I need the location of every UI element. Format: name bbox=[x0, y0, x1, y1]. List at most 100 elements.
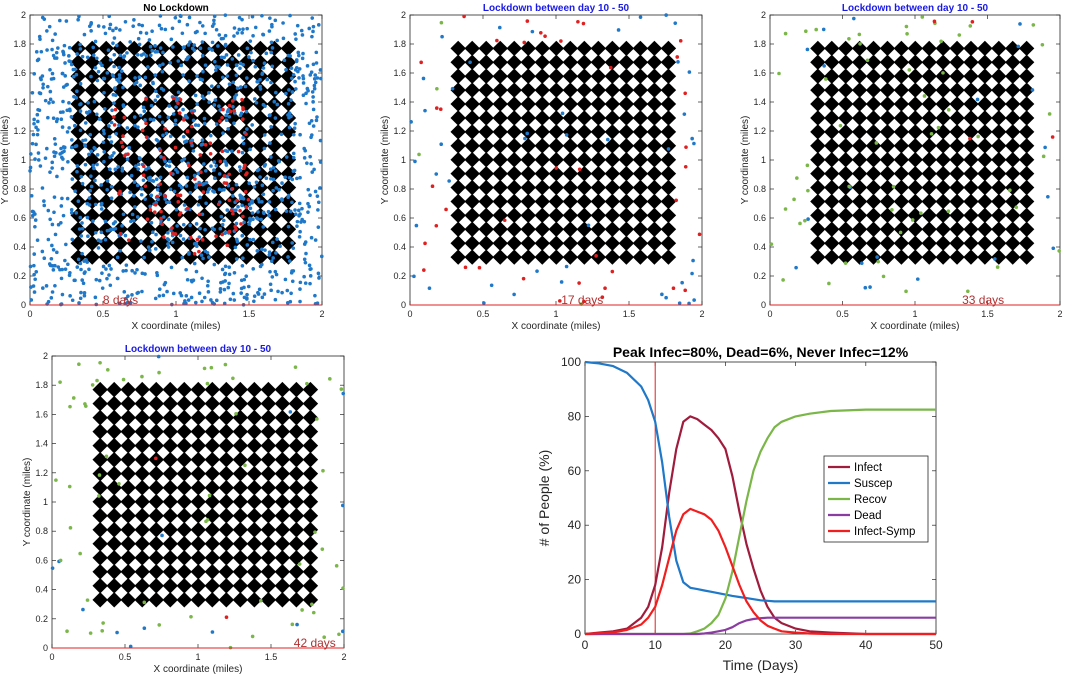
scatter3-ytick-label: 1.6 bbox=[753, 68, 766, 78]
building-marker bbox=[618, 165, 635, 182]
susceptible-point bbox=[312, 77, 317, 81]
building-marker bbox=[810, 54, 826, 70]
susceptible-point bbox=[269, 50, 274, 55]
susceptible-point bbox=[81, 138, 85, 143]
susceptible-point bbox=[234, 208, 238, 213]
building-marker bbox=[120, 381, 136, 398]
building-marker bbox=[506, 138, 522, 154]
infected-point bbox=[227, 103, 232, 108]
susceptible-point bbox=[274, 90, 278, 95]
susceptible-point bbox=[129, 219, 133, 224]
susceptible-point bbox=[82, 32, 87, 37]
building-marker bbox=[154, 165, 170, 182]
recovered-point bbox=[189, 614, 193, 619]
susceptible-point bbox=[141, 105, 146, 110]
susceptible-point bbox=[95, 56, 99, 61]
building-marker bbox=[70, 207, 86, 224]
infected-point bbox=[119, 140, 124, 145]
susceptible-point bbox=[35, 132, 40, 137]
building-marker bbox=[252, 68, 269, 84]
building-marker bbox=[190, 522, 207, 538]
susceptible-point bbox=[89, 29, 93, 33]
susceptible-point bbox=[70, 138, 74, 142]
susceptible-point bbox=[223, 33, 228, 38]
building-marker bbox=[838, 249, 854, 265]
susceptible-point bbox=[273, 269, 278, 274]
susceptible-point bbox=[136, 125, 140, 130]
susceptible-point bbox=[260, 72, 264, 76]
building-marker bbox=[280, 54, 297, 70]
susceptible-point bbox=[213, 59, 217, 64]
susceptible-point bbox=[234, 182, 239, 187]
building-marker bbox=[246, 409, 263, 426]
building-marker bbox=[168, 124, 185, 140]
infected-point bbox=[675, 55, 680, 59]
building-marker bbox=[260, 451, 277, 468]
susceptible-point bbox=[74, 211, 79, 215]
susceptible-point bbox=[1046, 194, 1050, 199]
susceptible-point bbox=[112, 151, 116, 155]
infected-point bbox=[140, 128, 145, 133]
building-marker bbox=[492, 249, 508, 265]
building-marker bbox=[618, 110, 635, 126]
infected-point bbox=[170, 231, 175, 235]
susceptible-point bbox=[308, 193, 312, 197]
building-marker bbox=[646, 124, 663, 140]
susceptible-point bbox=[166, 217, 171, 222]
susceptible-point bbox=[136, 162, 141, 167]
susceptible-point bbox=[214, 298, 219, 303]
building-marker bbox=[618, 221, 635, 237]
building-marker bbox=[977, 249, 993, 265]
susceptible-point bbox=[112, 53, 117, 57]
susceptible-point bbox=[256, 80, 260, 84]
susceptible-point bbox=[319, 76, 323, 81]
susceptible-point bbox=[51, 53, 56, 58]
susceptible-point bbox=[265, 77, 270, 82]
building-marker bbox=[1018, 165, 1035, 182]
susceptible-point bbox=[113, 220, 118, 224]
building-marker bbox=[196, 40, 213, 57]
building-marker bbox=[218, 437, 235, 454]
building-marker bbox=[450, 207, 466, 224]
building-marker bbox=[134, 564, 150, 580]
building-marker bbox=[921, 235, 937, 251]
scatter4-xtick-label: 1 bbox=[195, 652, 200, 662]
scatter3-title: Lockdown between day 10 - 50 bbox=[842, 3, 989, 14]
infected-point bbox=[222, 174, 227, 178]
susceptible-point bbox=[143, 75, 148, 80]
building-marker bbox=[464, 207, 480, 224]
building-marker bbox=[576, 179, 593, 196]
susceptible-point bbox=[45, 84, 50, 89]
susceptible-point bbox=[282, 58, 287, 63]
building-marker bbox=[851, 235, 868, 251]
susceptible-point bbox=[169, 37, 174, 42]
building-marker bbox=[162, 508, 178, 524]
recovered-point bbox=[259, 598, 263, 603]
susceptible-point bbox=[160, 69, 165, 74]
building-marker bbox=[935, 165, 951, 182]
susceptible-point bbox=[132, 115, 137, 119]
building-marker bbox=[534, 179, 550, 196]
susceptible-point bbox=[86, 100, 90, 105]
susceptible-point bbox=[118, 53, 123, 58]
susceptible-point bbox=[123, 19, 128, 24]
building-marker bbox=[548, 193, 565, 210]
susceptible-point bbox=[182, 203, 187, 207]
building-marker bbox=[182, 193, 199, 210]
infected-point bbox=[162, 156, 166, 160]
infected-point bbox=[190, 110, 195, 115]
susceptible-point bbox=[298, 280, 303, 285]
building-marker bbox=[260, 564, 277, 580]
susceptible-point bbox=[295, 622, 299, 627]
susceptible-point bbox=[89, 21, 94, 25]
susceptible-point bbox=[236, 53, 241, 57]
susceptible-point bbox=[214, 122, 219, 126]
recovered-point bbox=[795, 176, 799, 180]
infected-point bbox=[243, 190, 248, 194]
susceptible-point bbox=[170, 26, 175, 31]
susceptible-point bbox=[133, 76, 137, 80]
susceptible-point bbox=[248, 237, 252, 242]
line-chart-xlabel: Time (Days) bbox=[723, 657, 799, 673]
susceptible-point bbox=[468, 60, 472, 65]
building-marker bbox=[450, 96, 466, 112]
